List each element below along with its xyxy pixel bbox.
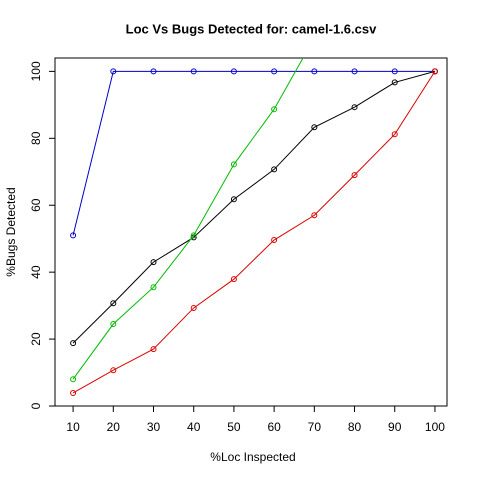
y-tick-label: 100 [29,61,43,81]
point [271,106,278,113]
point [391,79,398,86]
y-tick-label: 80 [29,131,43,145]
y-axis-label: %Bugs Detected [4,187,18,276]
y-tick-label: 20 [29,332,43,346]
point [311,124,318,131]
point [311,212,318,219]
point [351,104,358,111]
y-tick-label: 40 [29,265,43,279]
plot-area [70,58,438,396]
point [271,68,278,75]
point [150,346,157,353]
point [271,237,278,244]
point [110,321,117,328]
point [230,276,237,283]
y-tick-label: 60 [29,198,43,212]
point [70,376,77,383]
point [391,68,398,75]
point [70,232,77,239]
point [70,340,77,347]
x-tick-label: 30 [147,420,161,434]
series-line [72,58,304,380]
x-tick-label: 20 [107,420,121,434]
point [230,161,237,168]
point [150,284,157,291]
point [351,68,358,75]
series-line [72,70,435,236]
x-tick-label: 90 [388,420,402,434]
series-line [72,71,436,394]
point [230,196,237,203]
point [110,367,117,374]
x-tick-label: 40 [187,420,201,434]
point [230,68,237,75]
point [431,68,438,75]
point [351,172,358,179]
chart-title: Loc Vs Bugs Detected for: camel-1.6.csv [126,21,377,36]
point [110,68,117,75]
x-tick-label: 50 [227,420,241,434]
point [150,259,157,266]
point [311,68,318,75]
x-axis-label: %Loc Inspected [210,450,295,464]
x-tick-label: 70 [308,420,322,434]
point [190,304,197,311]
point [150,68,157,75]
point [110,300,117,307]
point [70,389,77,396]
series-line [72,70,436,344]
x-tick-label: 100 [425,420,445,434]
x-tick-label: 10 [66,420,80,434]
plot-box [54,57,448,407]
point [391,131,398,138]
x-tick-label: 60 [267,420,281,434]
y-tick-label: 0 [29,402,43,409]
x-tick-label: 80 [348,420,362,434]
point [271,166,278,173]
point [190,68,197,75]
point [190,232,197,239]
